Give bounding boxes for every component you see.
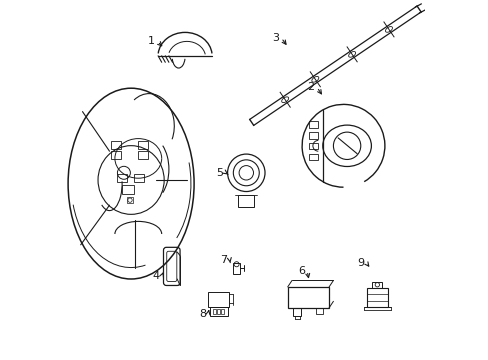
Text: 8: 8	[199, 309, 205, 319]
Bar	[309, 132, 318, 139]
Bar	[371, 282, 382, 288]
Bar	[117, 174, 126, 182]
Bar	[287, 287, 328, 308]
Text: 6: 6	[297, 266, 304, 276]
Bar	[366, 288, 387, 307]
Text: 1: 1	[148, 36, 155, 46]
Bar	[238, 195, 254, 207]
Text: 3: 3	[271, 33, 278, 43]
Text: 7: 7	[220, 255, 227, 265]
Bar	[137, 141, 147, 149]
Bar	[221, 309, 224, 314]
Bar	[316, 308, 322, 314]
Bar	[309, 121, 318, 128]
Text: 5: 5	[216, 168, 223, 178]
Bar	[210, 307, 227, 316]
Bar	[137, 151, 147, 159]
Bar	[309, 143, 318, 149]
Text: 9: 9	[356, 258, 363, 268]
Bar	[309, 154, 318, 160]
Bar	[111, 141, 121, 149]
Text: 4: 4	[152, 271, 159, 282]
Bar	[292, 308, 301, 316]
Bar	[212, 309, 215, 314]
Bar	[122, 185, 133, 194]
Bar	[111, 151, 121, 159]
Bar	[217, 309, 220, 314]
Bar	[208, 292, 229, 307]
Bar	[126, 197, 133, 203]
Bar	[134, 174, 144, 182]
Bar	[232, 263, 240, 274]
Text: 2: 2	[307, 82, 314, 92]
